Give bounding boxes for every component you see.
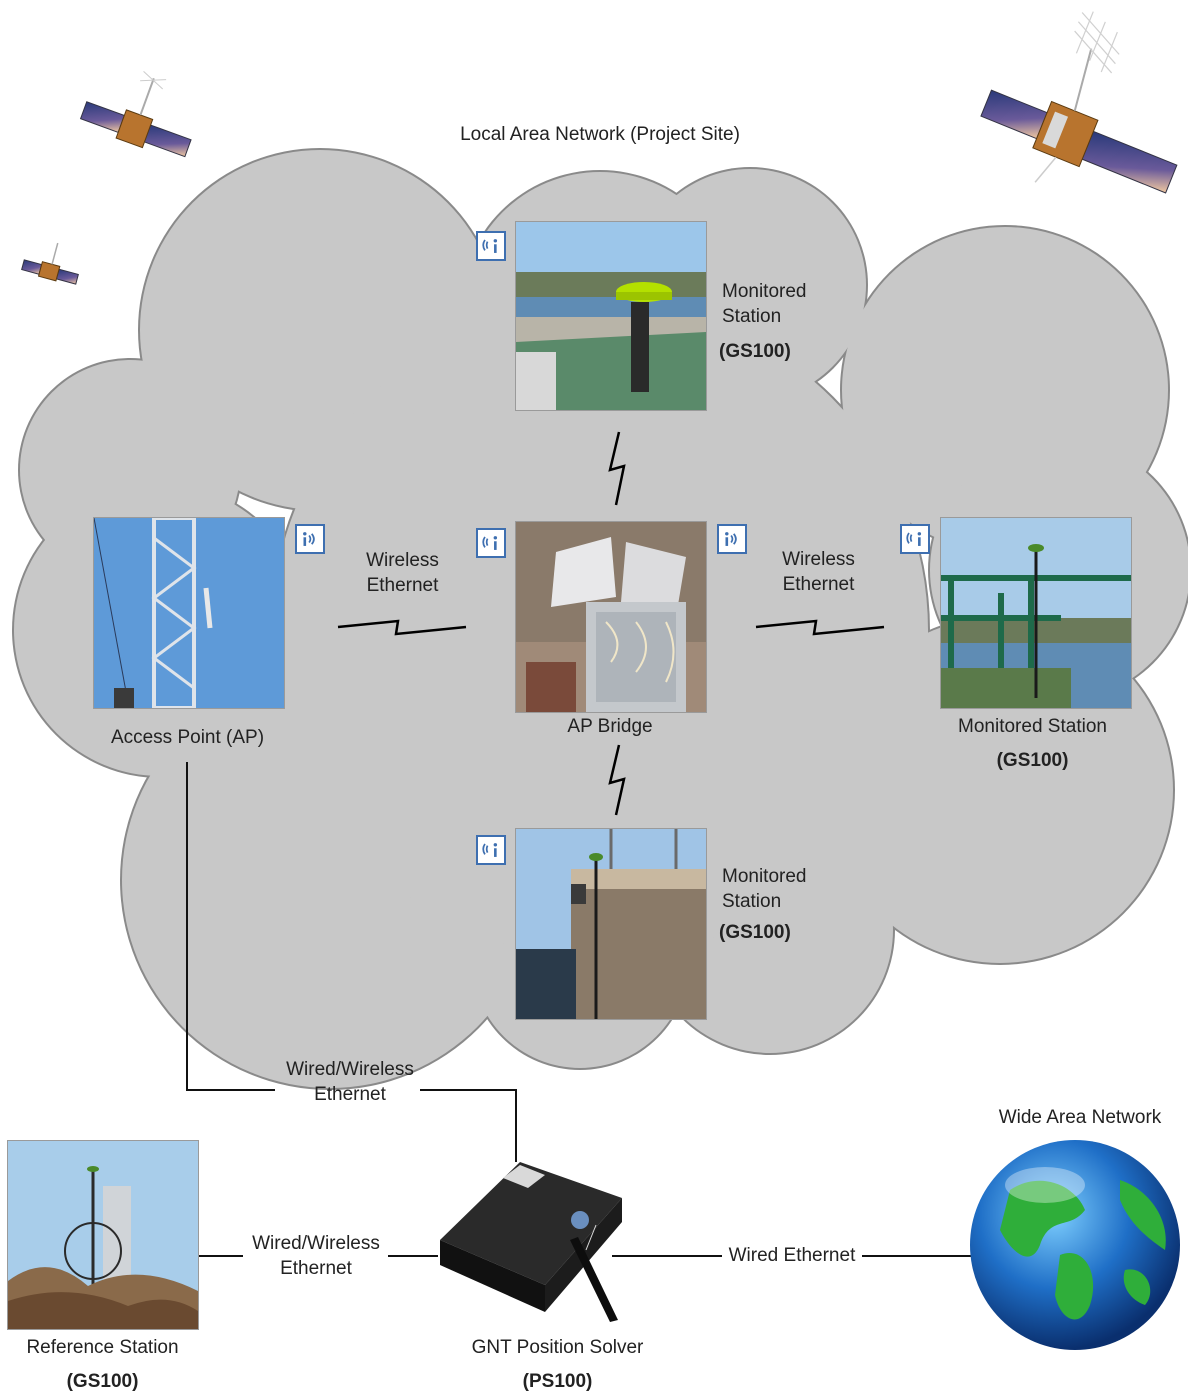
wifi-info-icon <box>476 528 506 558</box>
link-bridge-right-label-2: Ethernet <box>782 574 855 595</box>
position-solver-device <box>440 1162 622 1322</box>
lightning-link-icon <box>755 619 885 636</box>
monitored-bottom-label-2: Station <box>722 891 782 912</box>
reference-station-label: Reference Station <box>26 1337 179 1358</box>
monitored-top-label-2: Station <box>722 306 782 327</box>
ap-bridge-photo <box>515 521 707 713</box>
position-solver-label: GNT Position Solver <box>471 1337 644 1358</box>
globe-icon <box>970 1140 1180 1350</box>
wifi-info-icon <box>476 231 506 261</box>
wan-label: Wide Area Network <box>998 1107 1162 1128</box>
position-solver-model: (PS100) <box>522 1371 593 1392</box>
link-ap-solver-label-2: Ethernet <box>314 1084 386 1105</box>
link-bridge-right-label-1: Wireless <box>782 549 855 570</box>
monitored-right-model: (GS100) <box>996 750 1069 771</box>
link-ap-bridge-label-2: Ethernet <box>366 575 439 596</box>
monitored-station-top-photo <box>515 221 707 411</box>
satellite-icon <box>21 242 79 285</box>
wifi-info-icon <box>900 524 930 554</box>
monitored-bottom-model: (GS100) <box>719 922 791 943</box>
link-reference-solver-label-2: Ethernet <box>280 1258 352 1279</box>
reference-station-model: (GS100) <box>66 1371 139 1392</box>
link-reference-solver-label-1: Wired/Wireless <box>252 1233 380 1254</box>
wifi-info-icon <box>717 524 747 554</box>
lightning-link-icon <box>608 431 626 506</box>
satellite-icon <box>980 11 1178 194</box>
wifi-info-icon <box>476 835 506 865</box>
monitored-station-bottom-photo <box>515 828 707 1020</box>
ap-to-solver-line-2 <box>420 1089 517 1162</box>
wireless-links <box>337 431 885 816</box>
ap-bridge-label: AP Bridge <box>567 716 653 737</box>
reference-station-photo <box>7 1140 199 1330</box>
monitored-top-model: (GS100) <box>719 341 791 362</box>
satellite-icon <box>79 71 192 158</box>
lightning-link-icon <box>608 744 626 816</box>
access-point-photo <box>93 517 285 709</box>
monitored-top-label-1: Monitored <box>722 281 807 302</box>
access-point-label: Access Point (AP) <box>110 727 265 748</box>
link-solver-wan-label: Wired Ethernet <box>728 1245 856 1266</box>
wifi-info-icon <box>295 524 325 554</box>
ap-to-solver-line <box>186 762 275 1091</box>
lan-title: Local Area Network (Project Site) <box>460 124 740 145</box>
lightning-link-icon <box>337 619 467 636</box>
link-ap-bridge-label-1: Wireless <box>366 550 439 571</box>
monitored-station-right-photo <box>940 517 1132 709</box>
monitored-right-label: Monitored Station <box>958 716 1107 737</box>
monitored-bottom-label-1: Monitored <box>722 866 807 887</box>
link-ap-solver-label-1: Wired/Wireless <box>286 1059 414 1080</box>
wired-links <box>186 762 975 1257</box>
